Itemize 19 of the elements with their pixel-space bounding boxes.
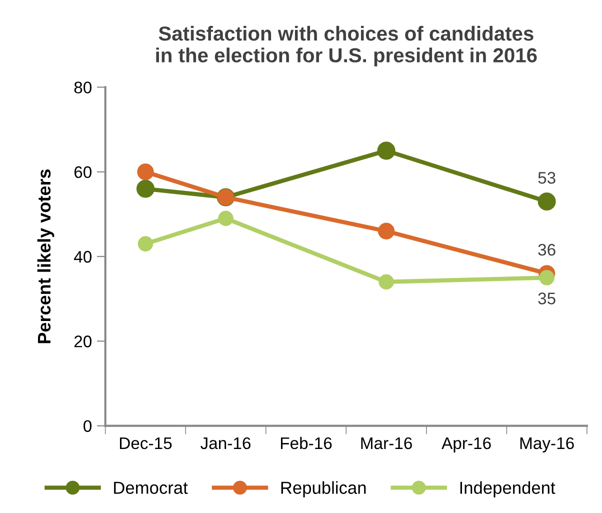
y-tick-label: 60 [74, 166, 92, 178]
x-tick-label: Feb-16 [280, 436, 332, 450]
y-axis-title: Percent likely voters [37, 169, 54, 344]
y-tick-label: 0 [84, 420, 92, 432]
legend-label: Republican [281, 481, 366, 498]
data-label: 36 [538, 244, 556, 256]
legend-label: Democrat [114, 482, 188, 494]
x-tick-label: May-16 [520, 437, 574, 452]
x-tick-label: Apr-16 [442, 437, 491, 452]
y-tick-label: 80 [74, 82, 92, 94]
chart-title: Satisfaction with choices of candidates in the election for U.S. president in 2016 [156, 26, 537, 66]
data-label: 35 [538, 292, 556, 304]
x-tick-label: Mar-16 [361, 437, 412, 450]
x-tick-label: Dec-15 [120, 438, 172, 450]
y-tick-label: 20 [74, 336, 92, 348]
data-label: 53 [538, 172, 556, 184]
y-tick-label: 40 [74, 250, 92, 263]
legend-label: Independent [460, 481, 556, 498]
x-tick-label: Jan-16 [200, 437, 250, 450]
